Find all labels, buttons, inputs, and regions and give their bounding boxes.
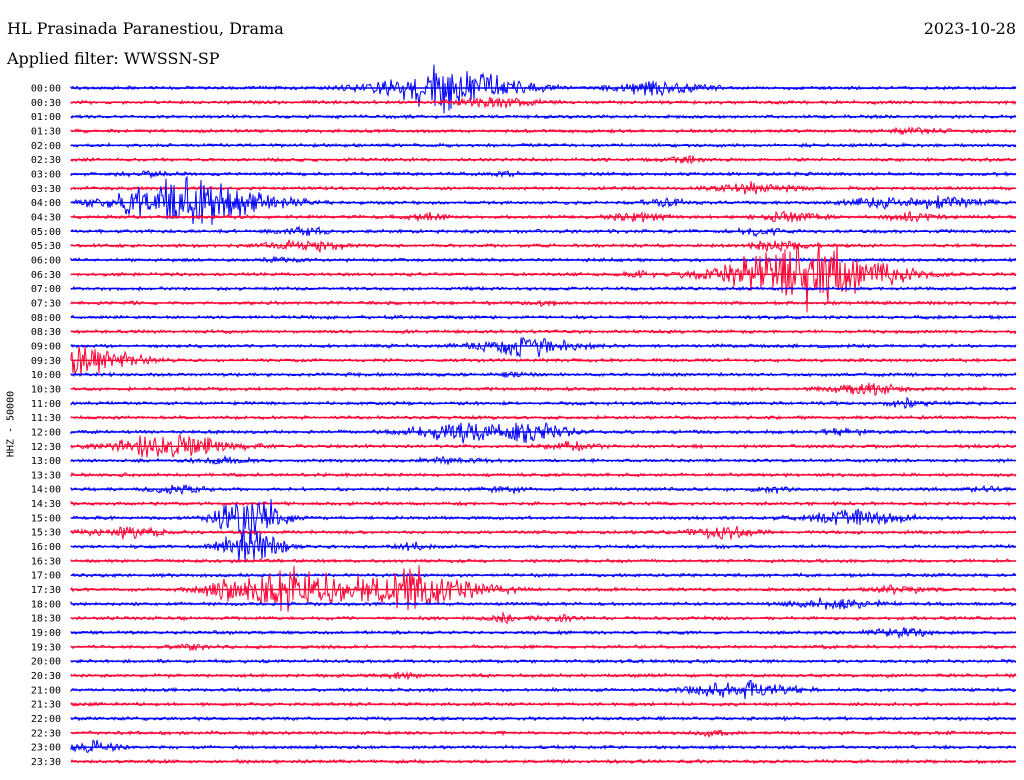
hour-label: 17:30 — [31, 585, 61, 596]
hour-label: 08:00 — [31, 313, 61, 324]
hour-label: 05:00 — [31, 227, 61, 238]
hour-label: 07:00 — [31, 284, 61, 295]
hour-label: 01:00 — [31, 112, 61, 123]
hour-label: 12:30 — [31, 442, 61, 453]
hour-label: 04:30 — [31, 212, 61, 223]
hour-label: 13:30 — [31, 470, 61, 481]
hour-label: 17:00 — [31, 571, 61, 582]
hour-label: 09:00 — [31, 341, 61, 352]
hour-label: 09:30 — [31, 356, 61, 367]
record-date: 2023-10-28 — [923, 19, 1016, 38]
hour-label: 18:00 — [31, 599, 61, 610]
hour-label: 05:30 — [31, 241, 61, 252]
hour-label: 03:00 — [31, 169, 61, 180]
hour-label: 00:30 — [31, 98, 61, 109]
seismic-trace — [70, 64, 1017, 114]
hour-label: 03:30 — [31, 184, 61, 195]
seismic-trace — [70, 499, 1017, 543]
hour-label: 22:00 — [31, 714, 61, 725]
hour-label: 18:30 — [31, 614, 61, 625]
hour-label: 01:30 — [31, 126, 61, 137]
hour-label: 06:30 — [31, 270, 61, 281]
hour-label: 23:30 — [31, 757, 61, 768]
hour-label: 22:30 — [31, 728, 61, 739]
seismic-trace — [70, 336, 1017, 358]
hour-label: 08:30 — [31, 327, 61, 338]
hour-label: 16:00 — [31, 542, 61, 553]
seismic-trace — [70, 421, 1017, 444]
seismic-trace — [70, 739, 1017, 753]
hour-label: 12:00 — [31, 427, 61, 438]
hour-label: 02:30 — [31, 155, 61, 166]
hour-label: 07:30 — [31, 298, 61, 309]
hour-label: 15:30 — [31, 528, 61, 539]
hour-label: 19:00 — [31, 628, 61, 639]
hour-label: 04:00 — [31, 198, 61, 209]
hour-label: 10:00 — [31, 370, 61, 381]
hour-label: 14:00 — [31, 485, 61, 496]
hour-label: 13:00 — [31, 456, 61, 467]
hour-label: 15:00 — [31, 513, 61, 524]
hour-label: 19:30 — [31, 642, 61, 653]
hour-label: 21:00 — [31, 685, 61, 696]
hour-label: 20:30 — [31, 671, 61, 682]
hour-label: 16:30 — [31, 556, 61, 567]
hour-label: 23:00 — [31, 743, 61, 754]
seismic-trace — [70, 126, 1017, 136]
station-title: HL Prasinada Paranestiou, Drama — [7, 19, 284, 38]
seismic-trace — [70, 346, 1017, 376]
hour-label: 14:30 — [31, 499, 61, 510]
hour-label: 11:30 — [31, 413, 61, 424]
hour-label: 10:30 — [31, 384, 61, 395]
hour-label: 20:00 — [31, 657, 61, 668]
hour-label: 06:00 — [31, 255, 61, 266]
hour-label: 00:00 — [31, 84, 61, 95]
hour-label: 21:30 — [31, 700, 61, 711]
hour-label: 02:00 — [31, 141, 61, 152]
hour-label: 11:00 — [31, 399, 61, 410]
applied-filter-label: Applied filter: WWSSN-SP — [7, 49, 220, 68]
